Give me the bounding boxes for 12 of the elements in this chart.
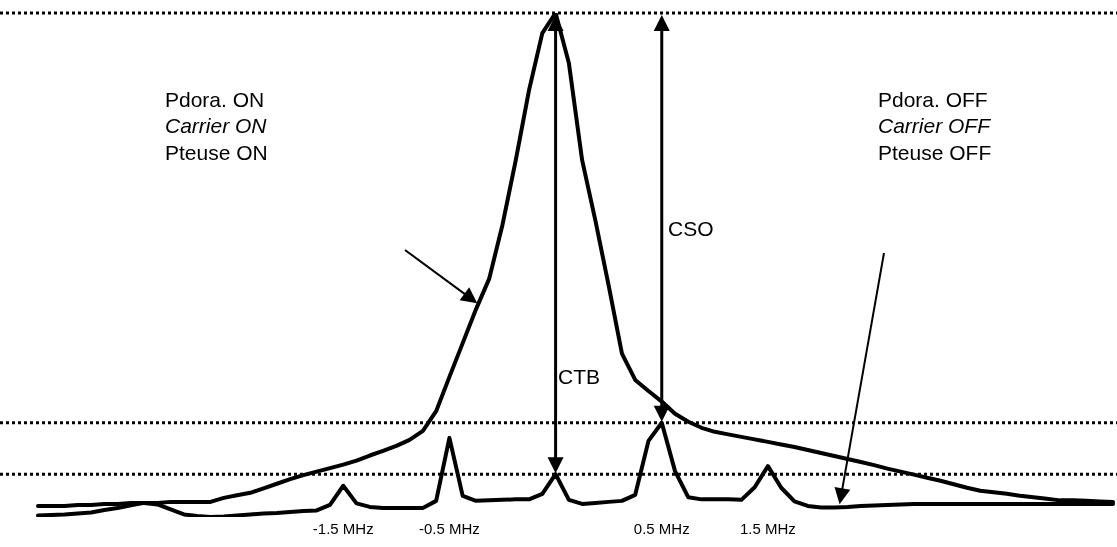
- annotation: Pteuse OFF: [878, 140, 992, 164]
- annotation: Carrier OFF: [878, 113, 992, 137]
- x-tick-label: 0.5 MHz: [633, 520, 690, 538]
- annotation: CTB: [558, 364, 600, 388]
- annotation: CSO: [668, 216, 714, 240]
- annotation: Pdora. ON: [165, 87, 265, 111]
- x-tick-label: 1.5 MHz: [740, 520, 796, 538]
- annotation: Pteuse ON: [165, 140, 268, 164]
- x-tick-label: -1.5 MHz: [312, 520, 374, 538]
- annotation: Pdora. OFF: [878, 87, 988, 111]
- x-tick-label: -0.5 MHz: [419, 520, 480, 538]
- annotation: Carrier ON: [165, 113, 268, 137]
